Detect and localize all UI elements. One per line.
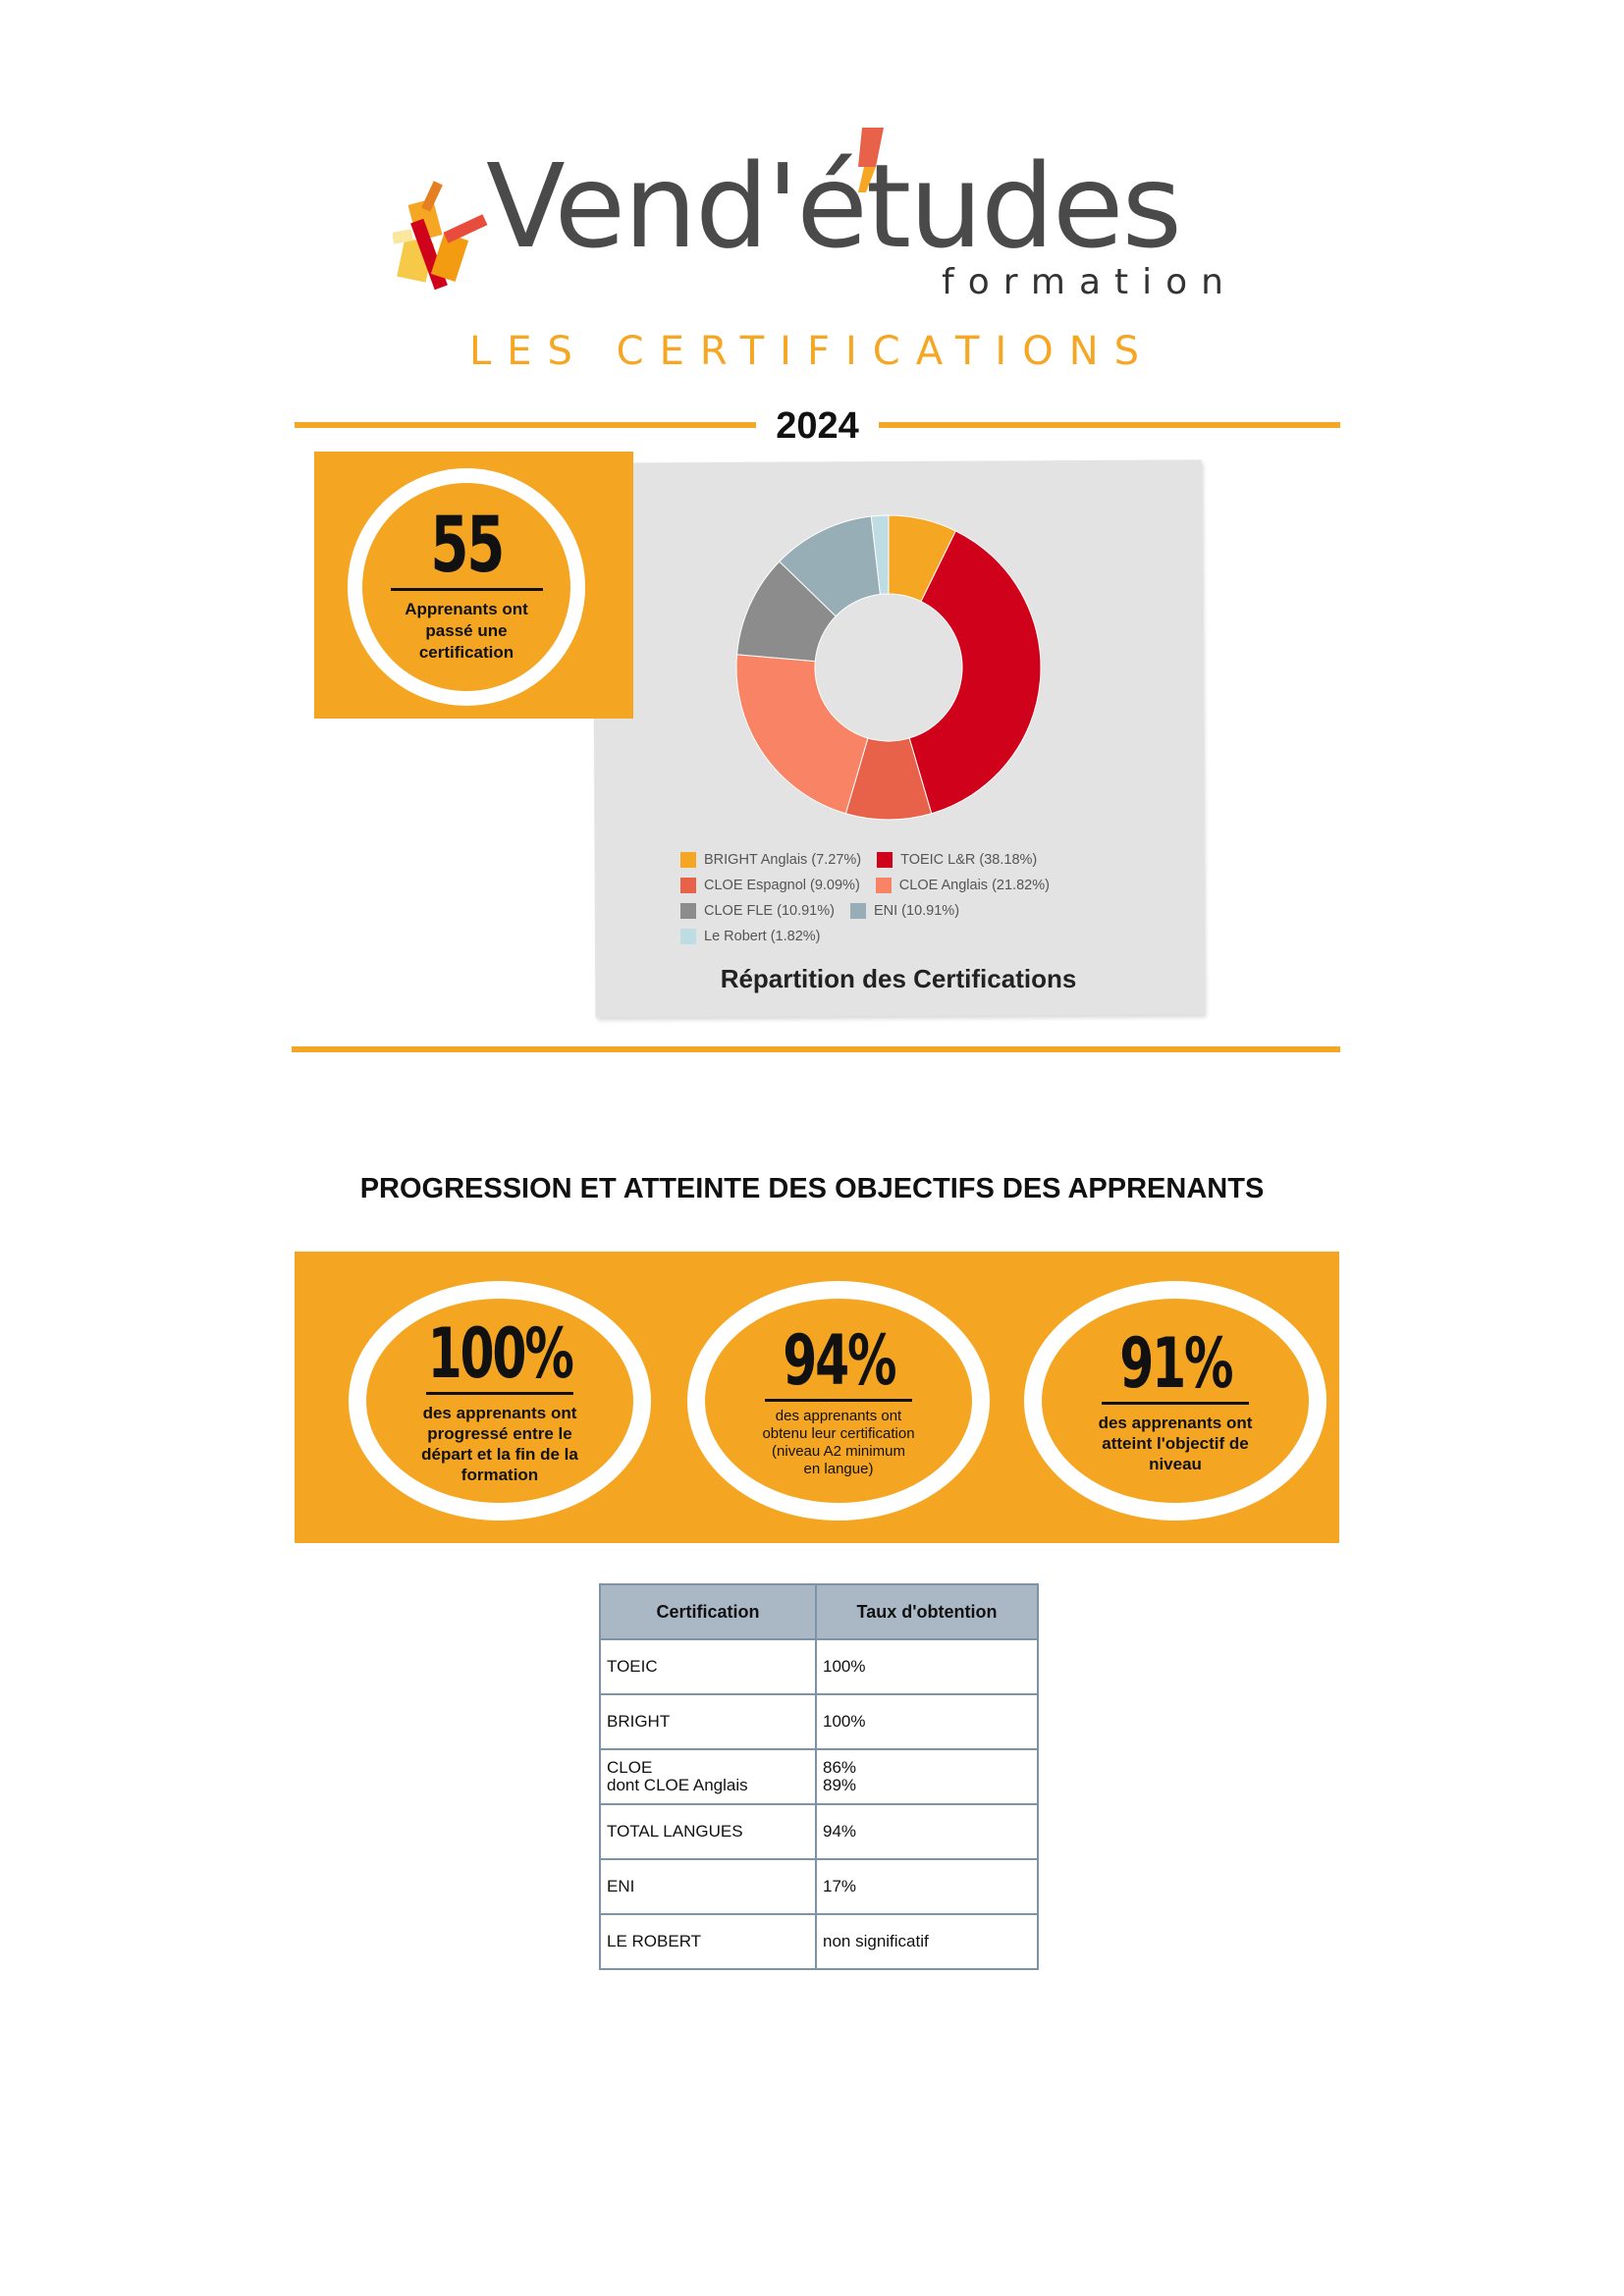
certifications-donut-chart: [735, 514, 1042, 821]
legend-swatch: [680, 903, 696, 919]
legend-swatch: [680, 878, 696, 893]
stat-value: 100%: [427, 1312, 573, 1394]
certification-rates-table: Certification Taux d'obtention TOEIC 100…: [599, 1583, 1039, 1970]
table-header: Taux d'obtention: [815, 1583, 1039, 1640]
table-header: Certification: [599, 1583, 817, 1640]
legend-item: TOEIC L&R (38.18%): [877, 852, 1037, 868]
legend-item: BRIGHT Anglais (7.27%): [680, 852, 861, 868]
progress-title: PROGRESSION ET ATTEINTE DES OBJECTIFS DE…: [359, 1173, 1265, 1204]
stat-card-objective: 91% des apprenants ont atteint l'objecti…: [1042, 1299, 1309, 1503]
stat-card-progressed: 100% des apprenants ont progressé entre …: [366, 1299, 633, 1503]
legend-swatch: [875, 878, 892, 893]
table-cell-line: 89%: [823, 1776, 857, 1794]
table-cell: TOTAL LANGUES: [599, 1803, 817, 1860]
count-underline: [390, 587, 543, 591]
stat-caption: des apprenants ont obtenu leur certifica…: [762, 1407, 915, 1442]
ring-inner: 55 Apprenants ont passé une certificatio…: [362, 483, 570, 691]
year-label: 2024: [776, 405, 859, 447]
logo-mark-icon: [393, 181, 488, 291]
legend-label: TOEIC L&R (38.18%): [900, 852, 1038, 868]
stat-underline: [426, 1391, 573, 1395]
legend-item: CLOE Espagnol (9.09%): [680, 878, 860, 893]
chart-legend: BRIGHT Anglais (7.27%) TOEIC L&R (38.18%…: [680, 847, 1142, 949]
legend-label: BRIGHT Anglais (7.27%): [704, 852, 862, 868]
table-cell-line: 86%: [823, 1758, 857, 1777]
stat-underline: [1102, 1402, 1249, 1405]
logo-accent-icon: [858, 128, 884, 192]
table-cell: 94%: [815, 1803, 1039, 1860]
table-cell: LE ROBERT: [599, 1913, 817, 1970]
table-row: TOTAL LANGUES 94%: [599, 1803, 1039, 1860]
stat-caption-note: (niveau A2 minimum en langue): [772, 1442, 905, 1477]
logo-subtitle: formation: [942, 262, 1237, 302]
legend-label: CLOE Anglais (21.82%): [898, 878, 1050, 893]
stat-value: 91%: [1118, 1323, 1233, 1404]
ring-outline: 55 Apprenants ont passé une certificatio…: [348, 468, 585, 706]
legend-item: CLOE FLE (10.91%): [680, 903, 835, 919]
chart-title: Répartition des Certifications: [720, 964, 1077, 993]
stat-ring: 91% des apprenants ont atteint l'objecti…: [1024, 1281, 1326, 1521]
table-header-row: Certification Taux d'obtention: [599, 1583, 1039, 1640]
donut-slice: [908, 530, 1042, 815]
stat-caption: des apprenants ont atteint l'objectif de…: [1098, 1414, 1253, 1473]
table-cell-line: CLOE: [607, 1758, 653, 1777]
progress-band: 100% des apprenants ont progressé entre …: [295, 1252, 1339, 1543]
table-row: CLOE dont CLOE Anglais 86% 89%: [599, 1748, 1039, 1805]
table-cell: 100%: [815, 1638, 1039, 1695]
legend-item: Le Robert (1.82%): [680, 929, 820, 944]
table-row: ENI 17%: [599, 1858, 1039, 1915]
table-cell-line: dont CLOE Anglais: [607, 1776, 748, 1794]
section-title: LES CERTIFICATIONS: [469, 329, 1155, 374]
donut-slice: [735, 654, 869, 815]
table-cell: ENI: [599, 1858, 817, 1915]
stat-ring: 94% des apprenants ont obtenu leur certi…: [687, 1281, 990, 1521]
divider-right: [879, 422, 1340, 428]
table-cell: CLOE dont CLOE Anglais: [599, 1748, 817, 1805]
table-cell: BRIGHT: [599, 1693, 817, 1750]
divider-left: [295, 422, 756, 428]
divider-bottom: [292, 1046, 1340, 1052]
table-cell: TOEIC: [599, 1638, 817, 1695]
table-cell: 17%: [815, 1858, 1039, 1915]
legend-swatch: [680, 929, 696, 944]
legend-swatch: [849, 903, 866, 919]
table-cell: non significatif: [815, 1913, 1039, 1970]
table-row: TOEIC 100%: [599, 1638, 1039, 1695]
legend-label: CLOE Espagnol (9.09%): [704, 878, 860, 893]
learners-count-card: 55 Apprenants ont passé une certificatio…: [314, 452, 633, 719]
legend-label: CLOE FLE (10.91%): [704, 903, 835, 919]
legend-swatch: [877, 852, 893, 868]
table-cell: 86% 89%: [815, 1748, 1039, 1805]
stat-ring: 100% des apprenants ont progressé entre …: [349, 1281, 651, 1521]
legend-label: ENI (10.91%): [873, 903, 960, 919]
learners-caption: Apprenants ont passé une certification: [405, 599, 528, 662]
stat-card-certified: 94% des apprenants ont obtenu leur certi…: [705, 1299, 972, 1503]
legend-item: CLOE Anglais (21.82%): [875, 878, 1050, 893]
legend-label: Le Robert (1.82%): [704, 929, 821, 944]
stat-caption: des apprenants ont progressé entre le dé…: [421, 1403, 578, 1484]
legend-item: ENI (10.91%): [849, 903, 960, 919]
learners-count: 55: [430, 501, 505, 590]
logo-wordmark: Vend'études: [486, 138, 1182, 274]
legend-swatch: [680, 852, 696, 868]
stat-value: 94%: [782, 1319, 896, 1401]
donut-slice: [870, 514, 890, 596]
table-cell: 100%: [815, 1693, 1039, 1750]
brand-logo: Vend'études formation: [393, 128, 1257, 314]
stat-underline: [765, 1398, 912, 1402]
table-row: LE ROBERT non significatif: [599, 1913, 1039, 1970]
table-row: BRIGHT 100%: [599, 1693, 1039, 1750]
